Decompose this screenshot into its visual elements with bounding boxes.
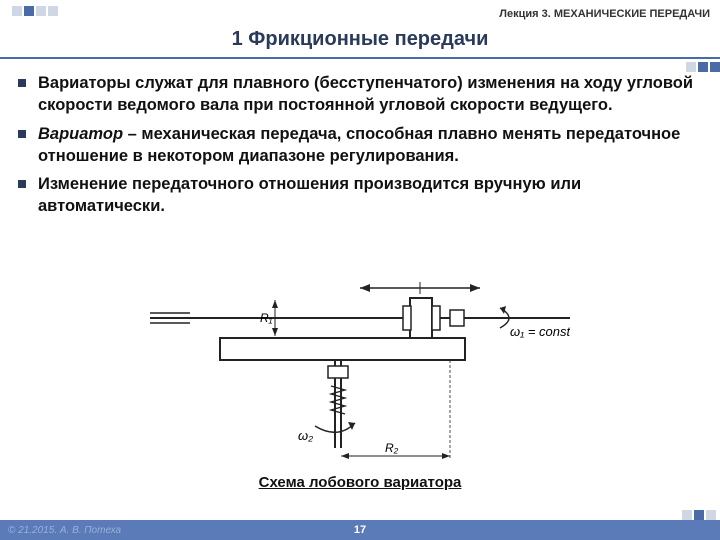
lecture-label: Лекция 3. МЕХАНИЧЕСКИЕ ПЕРЕДАЧИ xyxy=(499,8,710,20)
bullet-text: Изменение передаточного отношения произв… xyxy=(38,173,702,218)
bullet-text: Вариатор – механическая передача, способ… xyxy=(38,123,702,168)
label-r2: R₂ xyxy=(385,441,399,455)
bullet-text: Вариаторы служат для плавного (бесступен… xyxy=(38,72,702,117)
label-r1: R₁ xyxy=(260,311,273,325)
page-number: 17 xyxy=(354,524,366,536)
mid-ornament xyxy=(686,62,720,72)
header-ornament xyxy=(12,6,58,16)
bullet-marker-icon xyxy=(18,79,26,87)
page-title: 1 Фрикционные передачи xyxy=(0,28,720,51)
footer-author: © 21.2015. А. В. Потеха xyxy=(8,525,121,536)
bullet-item: Вариатор – механическая передача, способ… xyxy=(18,123,702,168)
bullet-marker-icon xyxy=(18,130,26,138)
bullet-item: Вариаторы служат для плавного (бесступен… xyxy=(18,72,702,117)
bullet-marker-icon xyxy=(18,180,26,188)
diagram-caption: Схема лобового вариатора xyxy=(0,474,720,491)
footer-bar: © 21.2015. А. В. Потеха 17 xyxy=(0,520,720,540)
header-bar: Лекция 3. МЕХАНИЧЕСКИЕ ПЕРЕДАЧИ xyxy=(0,0,720,28)
footer-ornament xyxy=(682,510,716,520)
bullet-rest: – механическая передача, способная плавн… xyxy=(38,125,680,165)
bullet-item: Изменение передаточного отношения произв… xyxy=(18,173,702,218)
variator-diagram-svg: R₁ ω₁ = const ω₂ R₂ xyxy=(150,268,570,468)
title-area: 1 Фрикционные передачи xyxy=(0,28,720,59)
label-w2: ω₂ xyxy=(298,428,313,443)
content: Вариаторы служат для плавного (бесступен… xyxy=(18,72,702,224)
bullet-emph: Вариатор xyxy=(38,125,123,143)
diagram: R₁ ω₁ = const ω₂ R₂ xyxy=(150,268,570,468)
label-w1: ω₁ = const xyxy=(510,324,570,339)
